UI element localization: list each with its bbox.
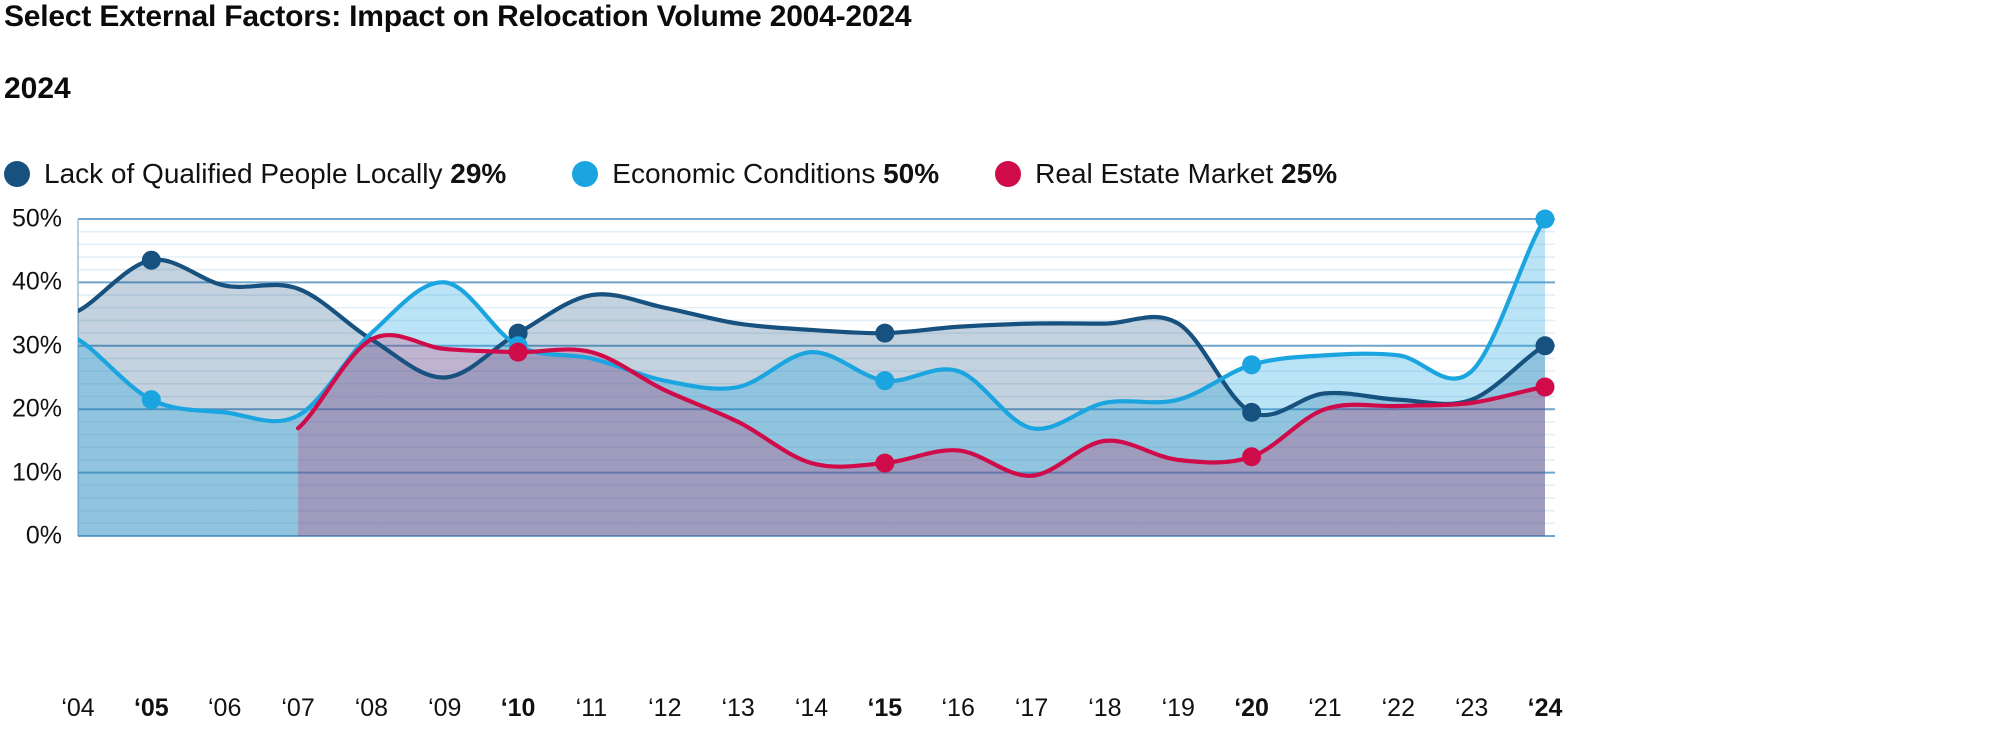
legend-item-real-estate-market[interactable]: Real Estate Market 25% <box>995 158 1337 190</box>
legend-dot-real-estate-market-icon <box>995 161 1022 187</box>
data-point-marker[interactable] <box>875 453 895 473</box>
legend-label-lack-of-qualified-people: Lack of Qualified People Locally 29% <box>44 158 507 189</box>
y-axis-tick-label: 40% <box>11 267 62 296</box>
series-markers <box>141 209 1555 473</box>
x-axis-tick-label: ‘06 <box>208 694 242 722</box>
data-point-marker[interactable] <box>1242 355 1262 375</box>
chart-year-subtitle: 2024 <box>4 72 71 105</box>
data-point-marker[interactable] <box>875 323 895 343</box>
data-point-marker[interactable] <box>875 371 895 391</box>
legend-dot-economic-conditions-icon <box>572 161 599 187</box>
y-axis-labels: 0% 10% 20% 30% 40% 50% <box>0 0 78 734</box>
y-axis-tick-label: 20% <box>11 394 62 423</box>
x-axis-tick-label: ‘17 <box>1014 694 1049 722</box>
x-axis-tick-label: ‘05 <box>133 694 169 722</box>
x-axis-tick-label: ‘09 <box>428 694 462 722</box>
y-axis-tick-label: 10% <box>11 458 62 487</box>
legend-dot-lack-of-qualified-people-icon <box>4 161 30 187</box>
x-axis-tick-label: ‘13 <box>721 694 755 722</box>
y-axis-tick-label: 50% <box>11 204 62 233</box>
x-axis-tick-label: ‘08 <box>354 694 389 722</box>
data-point-marker[interactable] <box>1242 447 1262 467</box>
x-axis-tick-label: ‘20 <box>1234 694 1269 722</box>
y-axis-tick-label: 30% <box>11 331 62 360</box>
data-point-marker[interactable] <box>141 390 161 410</box>
page-title: Select External Factors: Impact on Reloc… <box>4 0 912 33</box>
x-axis-tick-label: ‘19 <box>1161 694 1195 722</box>
legend-label-real-estate-market: Real Estate Market 25% <box>1035 158 1338 189</box>
x-axis-tick-label: ‘22 <box>1381 694 1415 722</box>
data-point-marker[interactable] <box>1535 209 1555 229</box>
x-axis-tick-label: ‘14 <box>794 694 829 722</box>
data-point-marker[interactable] <box>141 250 161 270</box>
x-axis-tick-label: ‘21 <box>1308 694 1342 722</box>
series-lines <box>78 216 1548 478</box>
x-axis-tick-label: ‘11 <box>575 694 608 722</box>
x-axis-tick-label: ‘24 <box>1527 694 1563 722</box>
data-point-marker[interactable] <box>1242 402 1262 422</box>
legend-item-lack-of-qualified-people[interactable]: Lack of Qualified People Locally 29% <box>4 158 506 190</box>
legend-label-economic-conditions: Economic Conditions 50% <box>612 158 940 189</box>
data-point-marker[interactable] <box>1535 377 1555 397</box>
series-areas <box>78 219 1545 536</box>
data-point-marker[interactable] <box>508 342 528 362</box>
x-axis-tick-label: ‘16 <box>941 694 975 722</box>
x-axis-tick-label: ‘07 <box>281 694 315 722</box>
x-axis-tick-label: ‘04 <box>61 694 95 722</box>
chart-legend: Lack of Qualified People Locally 29% Eco… <box>4 158 1337 190</box>
x-axis-tick-label: ‘12 <box>648 694 682 722</box>
legend-item-economic-conditions[interactable]: Economic Conditions 50% <box>572 158 939 190</box>
data-point-marker[interactable] <box>1535 336 1555 356</box>
x-axis-tick-label: ‘23 <box>1454 694 1489 722</box>
x-axis-tick-label: ‘10 <box>500 694 536 722</box>
y-axis-tick-label: 0% <box>25 521 62 550</box>
x-axis-tick-label: ‘15 <box>867 694 903 722</box>
x-axis-tick-label: ‘18 <box>1088 694 1122 722</box>
